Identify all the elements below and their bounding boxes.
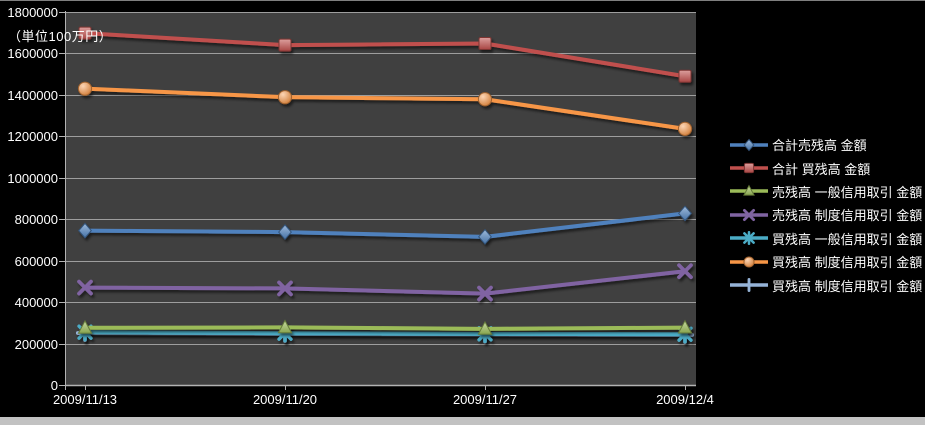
y-axis-label: 400000 [15, 295, 58, 310]
y-axis-label: 0 [51, 378, 58, 393]
y-axis-label: 1800000 [7, 5, 58, 20]
data-point-marker [277, 319, 293, 334]
data-point-marker [277, 280, 293, 297]
series-3 [77, 263, 693, 302]
series-2 [77, 319, 693, 335]
series-line [83, 211, 687, 239]
data-point-marker [678, 69, 692, 83]
data-point-marker [77, 81, 93, 96]
legend-item: 合計 買残高 金額 [729, 156, 922, 179]
series-line [83, 269, 687, 296]
legend-marker-x-icon [730, 208, 768, 221]
data-point-marker [478, 36, 492, 50]
y-axis-label: 1000000 [7, 171, 58, 186]
x-axis-label: 2009/12/4 [656, 392, 714, 407]
legend-item: 合計売残高 金額 [729, 133, 922, 156]
x-axis-label: 2009/11/13 [53, 392, 117, 407]
legend-marker-square-icon [730, 162, 768, 174]
series-line [83, 325, 687, 331]
data-point-marker [477, 320, 493, 335]
data-point-marker [677, 263, 693, 280]
y-axis-label: 200000 [15, 337, 58, 352]
y-axis-label: 800000 [15, 212, 58, 227]
series-5 [77, 81, 693, 136]
legend-marker-triangle-icon [730, 185, 768, 197]
legend-label: 売残高 一般信用取引 金額 [772, 184, 923, 200]
series-line [83, 86, 687, 131]
plot-background [65, 12, 696, 385]
data-point-marker [277, 90, 293, 105]
data-point-marker [77, 319, 93, 334]
data-point-marker [677, 319, 693, 334]
bottom-strip [0, 417, 925, 425]
window-top-border [0, 0, 925, 1]
legend-item: 買残高 制度信用取引 金額 [729, 250, 922, 273]
series-0 [78, 205, 692, 245]
series-1 [78, 26, 692, 83]
legend-label: 買残高 一般信用取引 金額 [772, 231, 923, 247]
unit-label: （単位100万円） [8, 29, 113, 44]
data-point-marker [677, 121, 693, 136]
data-point-marker [77, 279, 93, 296]
y-axis-label: 600000 [15, 254, 58, 269]
legend-marker-plus-icon [730, 278, 768, 292]
y-axis-label: 1200000 [7, 129, 58, 144]
legend-label: 合計 買残高 金額 [772, 161, 871, 177]
data-point-marker [278, 224, 292, 241]
legend-item: 売残高 一般信用取引 金額 [729, 180, 922, 203]
data-point-marker [477, 285, 493, 302]
series-line [83, 31, 687, 79]
data-point-marker [78, 26, 92, 40]
legend-label: 合計売残高 金額 [772, 138, 867, 154]
x-axis-label: 2009/11/20 [253, 392, 317, 407]
legend-marker-diamond-icon [730, 138, 768, 151]
legend-marker-asterisk-icon [730, 231, 768, 246]
x-axis-label: 2009/11/27 [453, 392, 517, 407]
legend-label: 買残高 制度信用取引 金額 [772, 255, 923, 271]
data-point-marker [78, 222, 92, 239]
legend: 合計売残高 金額 合計 買残高 金額売残高 一般信用取引 金額 売残高 制度信用取引… [729, 133, 922, 297]
data-point-marker [478, 228, 492, 245]
legend-label: 買残高 制度信用取引 金額 [772, 278, 923, 294]
data-point-marker [477, 92, 493, 107]
legend-item: 買残高 一般信用取引 金額 [729, 227, 922, 250]
series-line [83, 330, 687, 337]
legend-item: 買残高 制度信用取引 金額 [729, 273, 922, 296]
y-axis-label: 1600000 [7, 46, 58, 61]
legend-label: 売残高 制度信用取引 金額 [772, 208, 923, 224]
data-point-marker [678, 205, 692, 222]
data-point-marker [278, 38, 292, 52]
legend-marker-circle-icon [730, 256, 768, 268]
legend-item: 売残高 制度信用取引 金額 [729, 203, 922, 226]
y-axis-label: 1400000 [7, 88, 58, 103]
